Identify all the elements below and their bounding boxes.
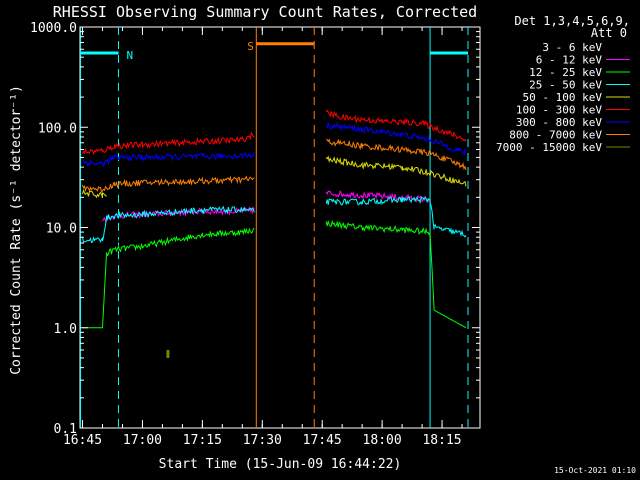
- legend-entry-3: 12 - 25 keV: [529, 66, 602, 79]
- series-2-line-1: [102, 206, 255, 222]
- series-2: [102, 189, 431, 222]
- flag-n-label: N: [126, 49, 133, 62]
- series-3-line-2: [325, 219, 467, 329]
- series-7-line-2: [326, 122, 467, 156]
- series-7-line-1: [82, 151, 255, 168]
- flag-s: S: [247, 27, 315, 428]
- series-5: [82, 155, 467, 199]
- x-tick-label-2: 17:00: [123, 433, 162, 448]
- legend-entry-7: 300 - 800 keV: [516, 116, 602, 129]
- legend-entry-5: 50 - 100 keV: [523, 91, 603, 104]
- series-5-line-1: [82, 188, 107, 199]
- timestamp: 15-Oct-2021 01:10: [554, 466, 636, 475]
- legend-detector-label: Det 1,3,4,5,6,9,: [514, 14, 630, 28]
- series-5-line-2: [325, 155, 467, 187]
- series-6: [82, 109, 467, 156]
- legend-attenuator-label: Att 0: [591, 26, 627, 40]
- legend-entry-2: 6 - 12 keV: [536, 54, 603, 67]
- series-8: [82, 138, 467, 193]
- x-tick-label-7: 18:15: [422, 433, 461, 448]
- y-tick-label-2: 1.0: [54, 322, 77, 337]
- x-tick-label-6: 18:00: [363, 433, 402, 448]
- x-tick-label-1: 16:45: [63, 433, 102, 448]
- series-layer: [82, 109, 467, 358]
- legend-entry-9: 7000 - 15000 keV: [496, 141, 602, 154]
- legend-entry-6: 100 - 300 keV: [516, 104, 602, 117]
- series-6-line-2: [325, 109, 467, 142]
- x-tick-label-3: 17:15: [183, 433, 222, 448]
- flag-n: N: [80, 27, 469, 428]
- series-4-line-1: [82, 205, 255, 244]
- legend-entry-1: 3 - 6 keV: [542, 41, 602, 54]
- series-4: [82, 196, 467, 244]
- x-tick-label-4: 17:30: [243, 433, 282, 448]
- axes-layer: 16:45 17:00 17:15 17:30 17:45 18:00 18:15 0.1 1.…: [30, 21, 480, 448]
- legend-entry-4: 25 - 50 keV: [529, 79, 602, 92]
- flag-layer: NS: [80, 27, 469, 428]
- series-1-line-2: [325, 205, 423, 224]
- series-3: [82, 219, 467, 329]
- flag-s-label: S: [247, 40, 254, 53]
- series-7: [82, 122, 467, 168]
- y-tick-label-4: 100.0: [38, 121, 77, 136]
- chart-title: RHESSI Observing Summary Count Rates, Co…: [53, 3, 477, 21]
- series-9-mark: [166, 349, 170, 358]
- y-tick-label-3: 10.0: [46, 222, 77, 237]
- series-8-line-1: [82, 175, 255, 193]
- y-tick-label-5: 1000.0: [30, 21, 77, 36]
- legend-entry-8: 800 - 7000 keV: [509, 129, 602, 142]
- series-4-line-2: [325, 196, 467, 238]
- y-axis-label: Corrected Count Rate (s⁻¹ detector⁻¹): [9, 85, 24, 375]
- series-6-line-1: [82, 131, 255, 156]
- x-tick-label-5: 17:45: [303, 433, 342, 448]
- series-9: [166, 349, 170, 358]
- x-axis-label: Start Time (15-Jun-09 16:44:22): [159, 457, 402, 472]
- series-3-line-1: [82, 227, 255, 329]
- series-8-line-2: [326, 138, 467, 171]
- series-2-line-2: [325, 189, 431, 203]
- y-tick-label-1: 0.1: [54, 422, 77, 437]
